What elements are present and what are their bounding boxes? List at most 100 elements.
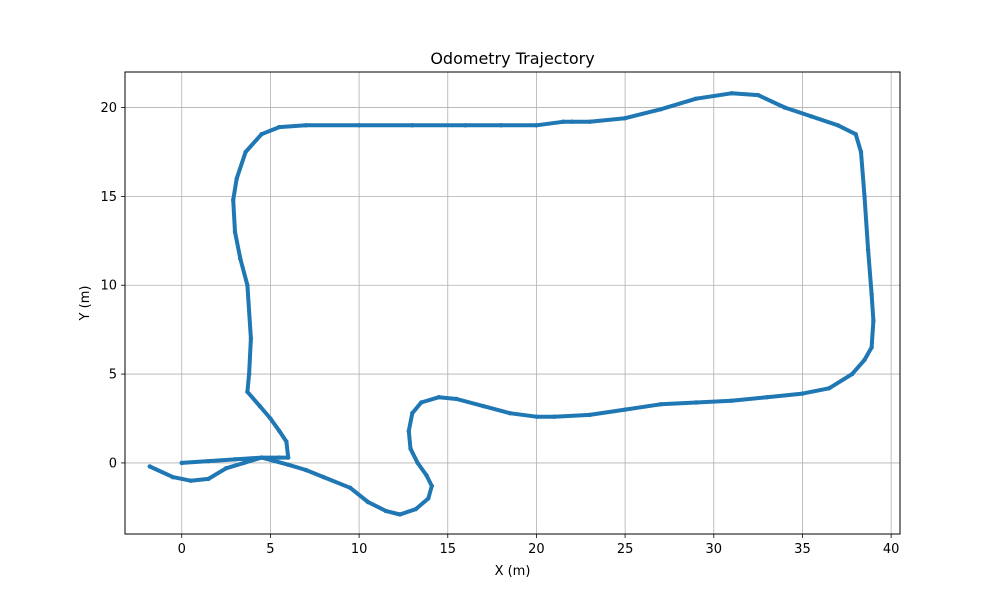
trajectory-point xyxy=(243,149,248,155)
trajectory-point xyxy=(782,105,787,110)
trajectory-point xyxy=(424,473,429,478)
trajectory-point xyxy=(436,394,442,400)
trajectory-point xyxy=(862,194,867,199)
trajectory-point xyxy=(560,119,566,124)
trajectory-point xyxy=(454,396,459,402)
trajectory-point xyxy=(248,336,254,341)
trajectory-point xyxy=(587,119,592,124)
y-tick-label: 15 xyxy=(100,190,117,205)
trajectory-point xyxy=(835,123,841,128)
x-tick-label: 25 xyxy=(617,542,634,557)
trajectory-point xyxy=(858,149,864,155)
trajectory-point xyxy=(170,474,176,480)
trajectory-point xyxy=(179,460,184,466)
trajectory-point xyxy=(800,391,805,396)
y-tick-label: 5 xyxy=(109,368,117,383)
trajectory-point xyxy=(277,455,282,460)
trajectory-point xyxy=(865,247,871,252)
series-layer xyxy=(147,91,876,517)
trajectory-point xyxy=(232,229,238,235)
trajectory-point xyxy=(277,428,282,434)
trajectory-point xyxy=(259,131,264,137)
trajectory-point xyxy=(826,386,832,391)
trajectory-point xyxy=(862,357,867,363)
trajectory-point xyxy=(622,116,628,121)
trajectory-point xyxy=(569,119,575,124)
trajectory-point xyxy=(383,508,388,514)
trajectory-point xyxy=(268,416,273,421)
trajectory-point xyxy=(234,176,239,181)
grid-lines xyxy=(125,72,900,534)
trajectory-point xyxy=(871,318,876,323)
trajectory-point xyxy=(406,428,411,434)
trajectory-point xyxy=(551,414,557,419)
y-tick-label: 10 xyxy=(100,279,117,294)
trajectory-point xyxy=(693,96,699,101)
trajectory-point xyxy=(257,403,262,409)
trajectory-line xyxy=(147,91,876,517)
trajectory-point xyxy=(413,506,419,512)
trajectory-point xyxy=(238,256,243,261)
trajectory-point xyxy=(232,457,238,462)
trajectory-point xyxy=(729,91,734,96)
axis-ticks: 0 5 10 15 20 25 30 35 40 0 5 10 15 20 xyxy=(100,101,899,557)
trajectory-point xyxy=(206,476,211,482)
plot-frame xyxy=(124,71,901,535)
trajectory-point xyxy=(147,464,153,469)
trajectory-point xyxy=(188,478,193,483)
trajectory-point xyxy=(206,458,211,464)
trajectory-point xyxy=(348,485,353,490)
trajectory-point xyxy=(356,123,362,128)
x-tick-label: 30 xyxy=(706,542,723,557)
trajectory-point xyxy=(849,371,855,377)
trajectory-point xyxy=(755,92,761,98)
trajectory-point xyxy=(429,483,435,489)
trajectory-point xyxy=(426,496,431,501)
x-axis-label: X (m) xyxy=(495,564,531,579)
trajectory-point xyxy=(729,398,734,403)
trajectory-point xyxy=(853,131,858,137)
trajectory-point xyxy=(809,114,814,119)
trajectory-point xyxy=(321,474,326,480)
trajectory-point xyxy=(241,460,247,466)
trajectory-point xyxy=(410,123,415,128)
trajectory-point xyxy=(408,446,413,451)
y-tick-label: 20 xyxy=(100,101,117,116)
trajectory-point xyxy=(869,291,874,297)
trajectory-point xyxy=(223,466,229,471)
trajectory-point xyxy=(869,345,874,350)
trajectory-point xyxy=(415,460,420,466)
trajectory-point xyxy=(245,389,250,395)
trajectory-point xyxy=(658,107,663,112)
y-tick-label: 0 xyxy=(109,456,117,471)
trajectory-point xyxy=(245,283,250,288)
trajectory-point xyxy=(230,197,236,203)
y-axis-label: Y (m) xyxy=(78,286,93,322)
trajectory-point xyxy=(507,410,513,416)
trajectory-point xyxy=(285,455,291,460)
x-tick-label: 0 xyxy=(178,542,186,557)
x-tick-label: 5 xyxy=(266,542,274,557)
chart-title: Odometry Trajectory xyxy=(430,49,594,68)
trajectory-point xyxy=(622,407,628,412)
trajectory-point xyxy=(259,455,264,460)
trajectory-point xyxy=(481,403,486,409)
x-tick-label: 10 xyxy=(351,542,368,557)
x-tick-label: 15 xyxy=(439,542,456,557)
trajectory-point xyxy=(418,400,424,405)
trajectory-point xyxy=(534,414,539,419)
trajectory-point xyxy=(277,124,282,130)
trajectory-point xyxy=(587,412,592,418)
x-tick-label: 40 xyxy=(883,542,900,557)
trajectory-point xyxy=(303,467,309,473)
trajectory-point xyxy=(498,123,504,128)
trajectory-point xyxy=(693,400,699,405)
trajectory-point xyxy=(410,410,415,416)
trajectory-point xyxy=(397,512,403,517)
trajectory-point xyxy=(463,123,468,128)
trajectory-point xyxy=(658,402,663,407)
trajectory-point xyxy=(534,123,539,128)
x-tick-label: 35 xyxy=(794,542,811,557)
